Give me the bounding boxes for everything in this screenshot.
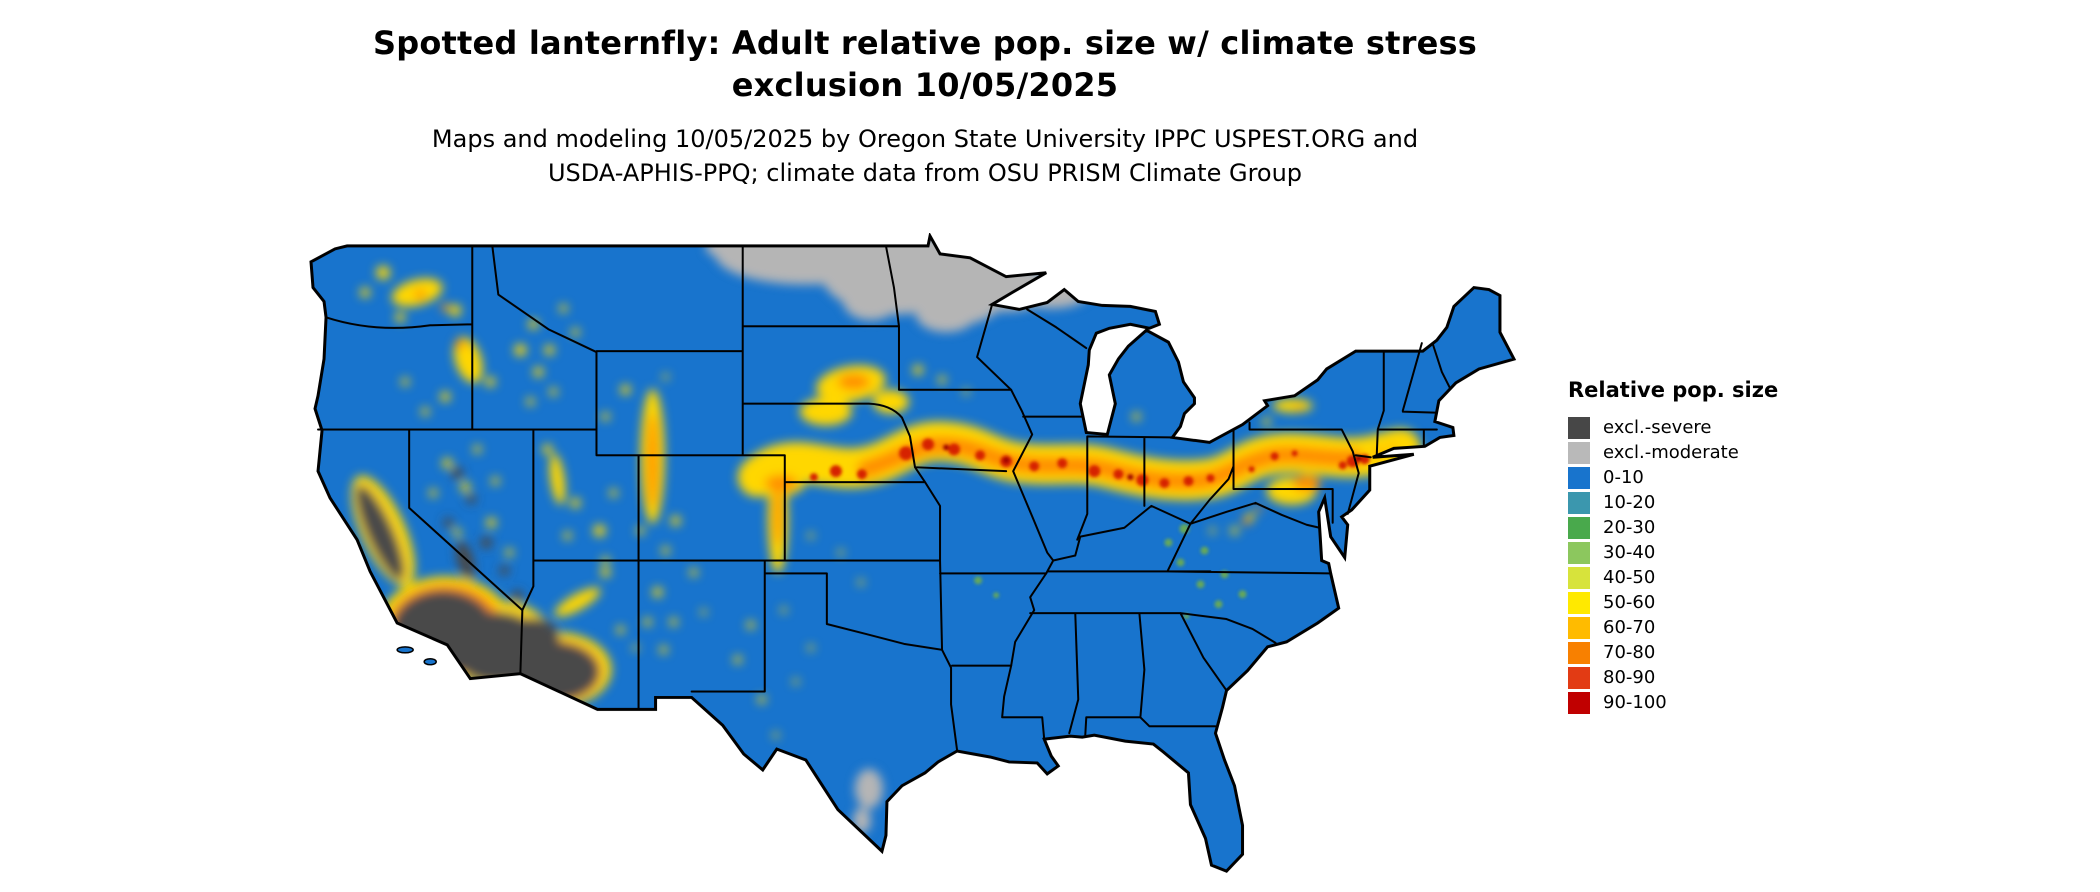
map-title-line2: exclusion 10/05/2025 <box>731 66 1119 104</box>
legend-label: 60-70 <box>1603 616 1656 638</box>
us-landmass <box>311 235 1514 872</box>
legend-entry: 60-70 <box>1568 615 1778 640</box>
legend-entry: 50-60 <box>1568 590 1778 615</box>
us-map-svg <box>309 234 1516 873</box>
legend-swatch <box>1568 491 1590 514</box>
map-subtitle-line2: USDA-APHIS-PPQ; climate data from OSU PR… <box>547 159 1303 187</box>
population-overlays <box>351 235 1421 834</box>
legend-label: 70-80 <box>1603 641 1656 663</box>
legend-label: excl.-moderate <box>1603 441 1739 463</box>
legend-label: 40-50 <box>1603 566 1656 588</box>
legend-label: 20-30 <box>1603 516 1656 538</box>
legend-entry: excl.-moderate <box>1568 440 1778 465</box>
legend-label: 30-40 <box>1603 541 1656 563</box>
legend-entry: 20-30 <box>1568 515 1778 540</box>
legend-swatch <box>1568 666 1590 689</box>
legend-label: 10-20 <box>1603 491 1656 513</box>
legend-entry: 90-100 <box>1568 690 1778 715</box>
channel-islands <box>396 646 437 666</box>
excluded-moderate-region <box>705 235 1090 834</box>
map-title-line1: Spotted lanternfly: Adult relative pop. … <box>372 24 1478 62</box>
legend-swatch <box>1568 416 1590 439</box>
legend-swatch <box>1568 641 1590 664</box>
legend-swatch <box>1568 516 1590 539</box>
legend-label: 0-10 <box>1603 466 1644 488</box>
legend-title: Relative pop. size <box>1568 378 1779 402</box>
legend-entry: 0-10 <box>1568 465 1778 490</box>
figure-header: Spotted lanternfly: Adult relative pop. … <box>0 22 1850 190</box>
legend-swatch <box>1568 566 1590 589</box>
legend-label: excl.-severe <box>1603 416 1712 438</box>
legend-entries: excl.-severe excl.-moderate 0-10 10-20 2… <box>1568 415 1778 715</box>
legend-swatch <box>1568 441 1590 464</box>
map-subtitle-line1: Maps and modeling 10/05/2025 by Oregon S… <box>431 125 1419 153</box>
legend-swatch <box>1568 541 1590 564</box>
legend: Relative pop. size excl.-severe excl.-mo… <box>1568 378 1778 715</box>
legend-swatch <box>1568 466 1590 489</box>
legend-swatch <box>1568 691 1590 714</box>
state-borders <box>317 244 1451 752</box>
us-map <box>305 233 1527 888</box>
legend-swatch <box>1568 591 1590 614</box>
legend-swatch <box>1568 616 1590 639</box>
legend-label: 90-100 <box>1603 691 1667 713</box>
legend-entry: 10-20 <box>1568 490 1778 515</box>
legend-entry: 80-90 <box>1568 665 1778 690</box>
legend-label: 80-90 <box>1603 666 1656 688</box>
legend-label: 50-60 <box>1603 591 1656 613</box>
legend-entry: excl.-severe <box>1568 415 1778 440</box>
map-subtitle: Maps and modeling 10/05/2025 by Oregon S… <box>0 122 1850 190</box>
legend-entry: 30-40 <box>1568 540 1778 565</box>
legend-entry: 70-80 <box>1568 640 1778 665</box>
legend-entry: 40-50 <box>1568 565 1778 590</box>
